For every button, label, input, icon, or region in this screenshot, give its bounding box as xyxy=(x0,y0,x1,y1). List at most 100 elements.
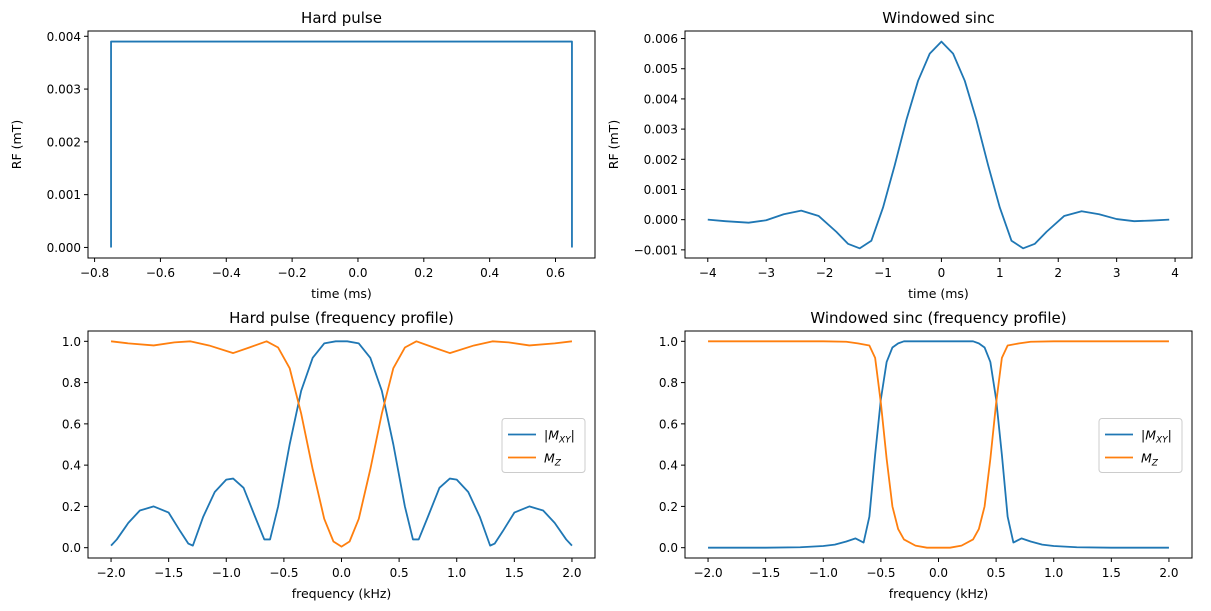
y-tick-label: 0.001 xyxy=(644,183,678,197)
y-tick-label: 0.003 xyxy=(644,123,678,137)
legend-box xyxy=(1098,418,1183,473)
x-tick-label: 0.5 xyxy=(390,566,409,580)
y-tick-label: 0.006 xyxy=(644,32,678,46)
y-tick-label: 0.003 xyxy=(47,83,81,97)
x-tick-label: 0.2 xyxy=(414,266,433,280)
x-axis-label: frequency (kHz) xyxy=(889,586,989,601)
x-tick-label: −0.2 xyxy=(278,266,307,280)
x-tick-label: 0.5 xyxy=(987,566,1006,580)
y-axis-label: RF (mT) xyxy=(9,120,24,169)
legend-label-main: M xyxy=(544,451,555,466)
x-tick-label: −2.0 xyxy=(96,566,125,580)
y-tick-label: 0.8 xyxy=(62,376,81,390)
hard-pulse-time-panel: −0.8 −0.6 −0.4 −0.2 0.0 0.2 0.4 0.6 0.000 0.001 0.… xyxy=(9,9,596,301)
y-tick-label: 0.4 xyxy=(659,459,678,473)
y-tick-label: 0.6 xyxy=(659,417,678,431)
x-tick-label: −2.0 xyxy=(693,566,722,580)
hard-pulse-frequency-panel: −2.0 −1.5 −1.0 −0.5 0.0 0.5 1.0 1.5 2.0 0.0 0.2 0.4… xyxy=(62,309,596,601)
legend-label-subscript: Z xyxy=(1151,459,1159,469)
y-tick-label: −0.001 xyxy=(634,243,678,257)
y-tick-label: 0.4 xyxy=(62,459,81,473)
axes-frame xyxy=(684,30,1193,259)
y-tick-label: 0.001 xyxy=(47,188,81,202)
y-tick-label: 0.6 xyxy=(62,417,81,431)
x-tick-label: −1.0 xyxy=(809,566,838,580)
y-tick-label: 0.8 xyxy=(659,376,678,390)
legend: |MXY|MZ xyxy=(501,418,586,473)
y-tick-label: 0.2 xyxy=(659,500,678,514)
x-tick-label: 0.0 xyxy=(348,266,367,280)
x-axis-label: time (ms) xyxy=(908,286,969,301)
x-tick-label: −1.0 xyxy=(212,566,241,580)
chart-title: Hard pulse xyxy=(301,9,382,27)
x-tick-label: −0.5 xyxy=(269,566,298,580)
chart-title: Hard pulse (frequency profile) xyxy=(229,309,454,327)
x-tick-label: 2.0 xyxy=(562,566,581,580)
legend-label-suffix: | xyxy=(571,428,575,443)
legend-label-subscript: Z xyxy=(554,459,562,469)
legend-label-suffix: | xyxy=(1168,428,1172,443)
x-tick-label: 0.0 xyxy=(332,566,351,580)
y-tick-label: 0.000 xyxy=(644,213,678,227)
legend-label-main: |M xyxy=(544,428,559,443)
y-tick-label: 0.004 xyxy=(47,30,81,44)
y-tick-label: 0.002 xyxy=(644,153,678,167)
y-axis-label: RF (mT) xyxy=(606,120,621,169)
y-tick-label: 0.000 xyxy=(47,241,81,255)
legend-label-subscript: XY xyxy=(558,436,572,446)
series-line--m-xy- xyxy=(110,340,573,547)
x-tick-label: −0.4 xyxy=(212,266,241,280)
chart-title: Windowed sinc (frequency profile) xyxy=(810,309,1066,327)
chart-title: Windowed sinc xyxy=(882,9,994,27)
y-tick-label: 0.005 xyxy=(644,62,678,76)
series-line--m-xy- xyxy=(708,340,1169,549)
x-tick-label: −0.8 xyxy=(80,266,109,280)
x-tick-label: 0 xyxy=(938,266,946,280)
x-axis-label: time (ms) xyxy=(311,286,372,301)
legend-label: MZ xyxy=(544,451,562,469)
series-line-m-z xyxy=(708,340,1169,549)
axes-frame xyxy=(87,30,596,259)
legend-box xyxy=(501,418,586,473)
x-tick-label: 4 xyxy=(1171,266,1179,280)
x-tick-label: 1.0 xyxy=(1044,566,1063,580)
legend: |MXY|MZ xyxy=(1098,418,1183,473)
x-tick-label: 3 xyxy=(1113,266,1121,280)
y-tick-label: 0.0 xyxy=(659,541,678,555)
y-tick-label: 1.0 xyxy=(659,335,678,349)
x-tick-label: 1.5 xyxy=(505,566,524,580)
x-tick-label: −3 xyxy=(757,266,775,280)
x-tick-label: −1.5 xyxy=(154,566,183,580)
legend-label-main: M xyxy=(1141,451,1152,466)
x-tick-label: −0.6 xyxy=(146,266,175,280)
x-tick-label: −4 xyxy=(699,266,717,280)
series-line-rf xyxy=(110,40,573,248)
x-tick-label: 1.0 xyxy=(447,566,466,580)
y-tick-label: 1.0 xyxy=(62,335,81,349)
x-tick-label: 1 xyxy=(996,266,1004,280)
x-tick-label: 0.6 xyxy=(546,266,565,280)
x-axis-label: frequency (kHz) xyxy=(292,586,392,601)
legend-label: MZ xyxy=(1141,451,1159,469)
legend-label: |MXY| xyxy=(544,428,575,446)
x-tick-label: 2 xyxy=(1054,266,1062,280)
legend-label-subscript: XY xyxy=(1155,436,1169,446)
x-tick-label: −0.5 xyxy=(866,566,895,580)
x-tick-label: −2 xyxy=(816,266,834,280)
series-line-rf xyxy=(707,40,1170,250)
windowed-sinc-time-panel: −4 −3 −2 −1 0 1 2 3 4 −0.001 0.000 0.001 0.002 0.003 0… xyxy=(606,9,1193,301)
y-tick-label: 0.0 xyxy=(62,541,81,555)
y-tick-label: 0.2 xyxy=(62,500,81,514)
x-tick-label: −1 xyxy=(874,266,892,280)
x-tick-label: 2.0 xyxy=(1159,566,1178,580)
windowed-sinc-frequency-panel: −2.0 −1.5 −1.0 −0.5 0.0 0.5 1.0 1.5 2.0 0.0 0.2 0.4… xyxy=(659,309,1193,601)
x-tick-label: 0.4 xyxy=(480,266,499,280)
series-line-m-z xyxy=(110,340,573,548)
y-tick-label: 0.002 xyxy=(47,135,81,149)
x-tick-label: 0.0 xyxy=(929,566,948,580)
legend-label: |MXY| xyxy=(1141,428,1172,446)
legend-label-main: |M xyxy=(1141,428,1156,443)
x-tick-label: 1.5 xyxy=(1102,566,1121,580)
y-tick-label: 0.004 xyxy=(644,92,678,106)
